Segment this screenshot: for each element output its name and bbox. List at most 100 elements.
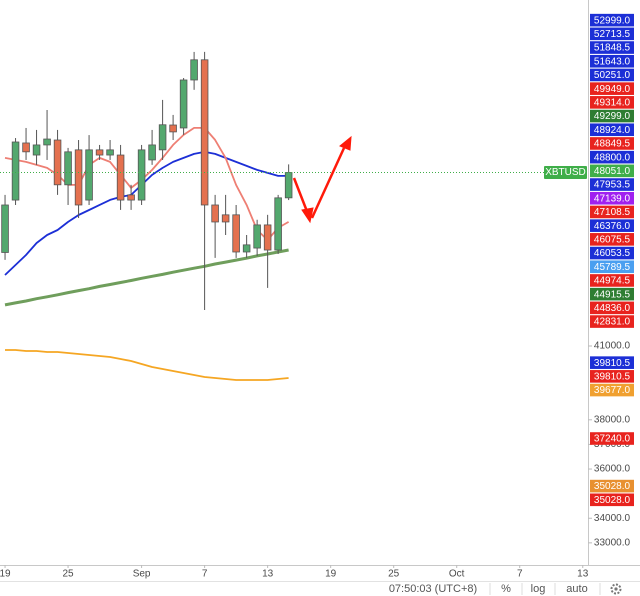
price-badge-label: 44915.5 (594, 289, 631, 300)
price-badge-label: 44836.0 (594, 303, 631, 314)
price-badge (590, 82, 634, 95)
candle-body (11, 141, 20, 201)
candle-body (232, 214, 240, 253)
symbol-label: XBTUSD (545, 167, 586, 178)
auto-button[interactable]: auto (566, 583, 587, 595)
price-badge (590, 164, 634, 178)
price-badge-label: 42831.0 (594, 317, 631, 328)
price-badge-label: 35028.0 (594, 495, 631, 506)
price-badge (590, 96, 634, 109)
arrow-up-head (339, 135, 352, 151)
price-badge-label: 48924.0 (594, 125, 631, 136)
settings-button[interactable] (610, 583, 622, 595)
price-badge-label: 39810.5 (594, 371, 631, 382)
price-badge-label: 50251.0 (594, 70, 631, 81)
price-badge-label: 49314.0 (594, 97, 631, 108)
price-badge (590, 191, 634, 205)
candle-body (179, 79, 188, 129)
y-tick-label: 34000.0 (594, 513, 631, 524)
price-badge (590, 233, 634, 246)
log-button[interactable]: log (531, 583, 546, 595)
price-badge (590, 493, 634, 507)
moving-average (5, 349, 289, 381)
price-badge-label: 48800.0 (594, 152, 631, 163)
price-badge (590, 432, 634, 445)
x-tick-label: 25 (388, 569, 400, 580)
price-badge (590, 246, 634, 260)
price-badge (590, 137, 634, 150)
x-tick-label: 25 (63, 569, 75, 580)
candle-body (253, 224, 261, 249)
plot-area: XBTUSD (0, 51, 588, 381)
price-badge (590, 109, 634, 123)
candle-body (242, 244, 251, 253)
price-badge-label: 47953.5 (594, 180, 631, 191)
price-badge-label: 49299.0 (594, 111, 631, 122)
x-tick-label: 13 (262, 569, 274, 580)
price-badge (590, 479, 634, 493)
candle-body (158, 124, 167, 151)
candle-body (43, 138, 51, 146)
price-badge-label: 47108.5 (594, 207, 631, 218)
percent-button[interactable]: % (501, 583, 511, 595)
candle-body (1, 204, 9, 253)
gear-icon (610, 583, 622, 595)
price-badge-label: 47139.0 (594, 193, 631, 204)
x-tick-label: Oct (449, 569, 465, 580)
candle-body (221, 214, 230, 223)
price-badge (590, 356, 634, 369)
price-badge (590, 370, 634, 383)
price-badge (590, 219, 634, 232)
candle-body (32, 144, 41, 156)
symbol-badge (544, 165, 587, 179)
price-badge-label: 46376.0 (594, 221, 631, 232)
price-badge (590, 287, 634, 301)
price-badge-label: 52713.5 (594, 29, 631, 40)
x-tick-label: Sep (133, 569, 151, 580)
price-badge (590, 205, 634, 219)
candle-body (22, 142, 30, 153)
price-badge-label: 37240.0 (594, 434, 631, 445)
y-tick-label: 41000.0 (594, 341, 631, 352)
moving-average (4, 151, 289, 276)
x-tick-label: 7 (517, 569, 523, 580)
candle-body (190, 59, 198, 81)
price-badge (590, 178, 634, 191)
candle-body (116, 154, 125, 201)
x-tick-label: 19 (0, 569, 11, 580)
price-badge (590, 13, 634, 27)
price-badge-label: 49949.0 (594, 84, 631, 95)
toolbar: 07:50:03 (UTC+8) % log auto (389, 583, 622, 595)
price-badge-label: 52999.0 (594, 15, 631, 26)
price-badge-label: 44974.5 (594, 276, 631, 287)
arrow-down-line (292, 177, 310, 215)
candle-body (274, 197, 282, 251)
price-badge-label: 51643.0 (594, 56, 631, 67)
price-badge (590, 41, 634, 54)
candle-body (284, 172, 293, 199)
price-badge-label: 48849.5 (594, 139, 631, 150)
price-badge-label: 51848.5 (594, 43, 631, 54)
price-badge (590, 260, 634, 274)
price-badge (590, 27, 634, 41)
ma-lines (4, 127, 290, 381)
price-badge (590, 123, 634, 137)
price-badge-label: 46075.5 (594, 234, 631, 245)
y-tick-label: 36000.0 (594, 464, 631, 475)
x-tick-label: 19 (325, 569, 337, 580)
candle-body (64, 151, 72, 186)
price-badge (590, 383, 634, 397)
candle-body (74, 149, 83, 206)
x-tick-label: 7 (202, 569, 208, 580)
candle-body (200, 59, 209, 206)
candle-body (106, 149, 114, 156)
price-badge-label: 45789.5 (594, 262, 631, 273)
y-tick-label: 38000.0 (594, 414, 631, 425)
price-badge (590, 54, 634, 68)
candle-body (137, 149, 146, 201)
moving-average (4, 127, 290, 241)
price-axis: 41000.038000.037000.036000.034000.033000… (588, 13, 634, 548)
